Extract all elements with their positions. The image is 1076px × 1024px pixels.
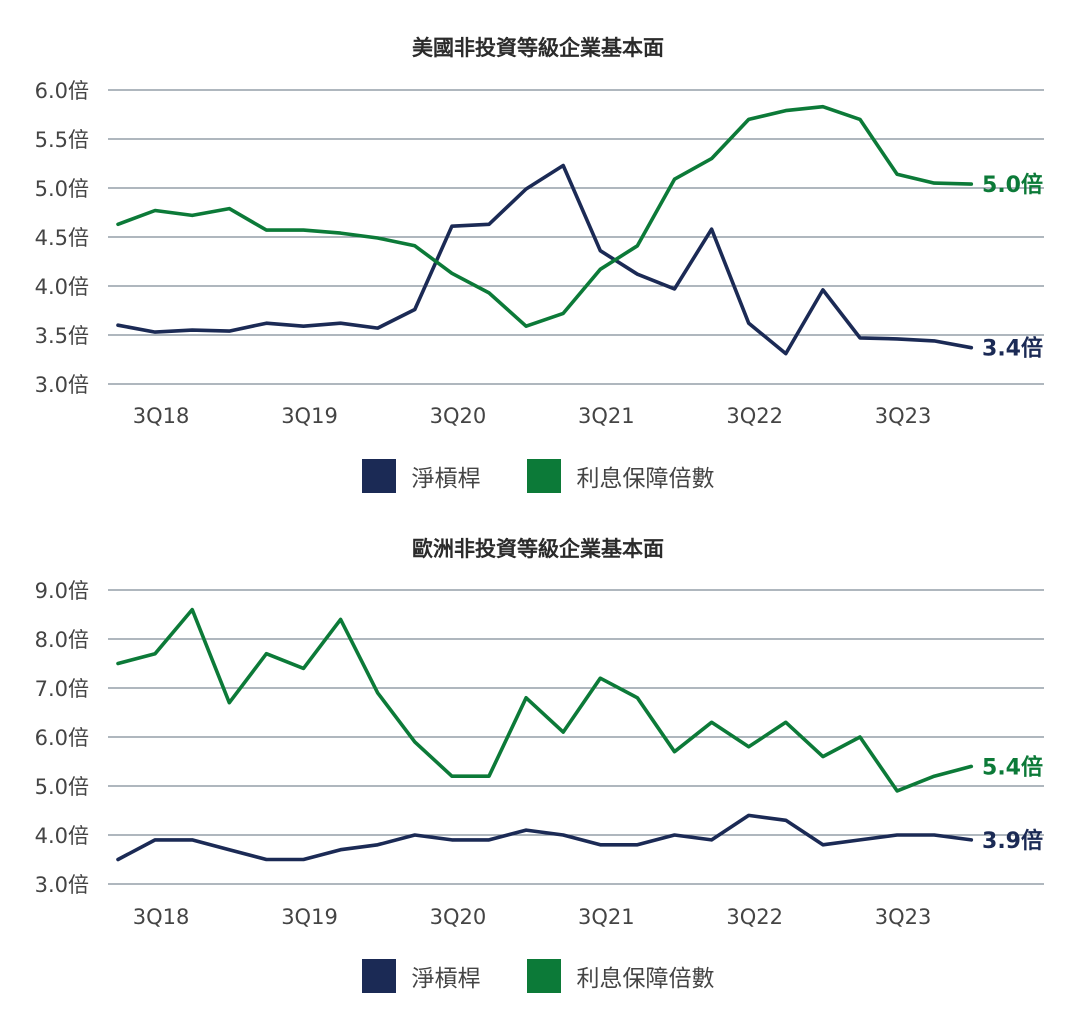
y-tick-label: 7.0倍 — [35, 677, 89, 701]
europe-chart: 歐洲非投資等級企業基本面 3.0倍 4.0倍 5.0倍 6.0倍 7.0倍 8.0倍 9.0… — [0, 510, 1076, 1024]
coverage-line — [116, 104, 974, 329]
leverage-end-label: 3.4倍 — [982, 336, 1043, 362]
y-tick-label: 5.0倍 — [35, 775, 89, 799]
y-tick-label: 8.0倍 — [35, 628, 89, 652]
y-tick-label: 4.5倍 — [35, 226, 89, 250]
x-tick-label: 3Q19 — [281, 404, 338, 428]
coverage-line — [116, 607, 974, 793]
leverage-line — [116, 163, 974, 356]
x-tick-label: 3Q20 — [430, 905, 487, 929]
y-tick-label: 9.0倍 — [35, 579, 89, 603]
x-tick-label: 3Q23 — [875, 404, 932, 428]
legend-label-coverage: 利息保障倍數 — [576, 966, 715, 992]
y-tick-label: 6.0倍 — [35, 79, 89, 103]
x-tick-label: 3Q22 — [726, 404, 783, 428]
x-tick-label: 3Q21 — [578, 905, 635, 929]
leverage-line — [116, 813, 974, 862]
legend-item-coverage: 利息保障倍數 — [526, 459, 715, 493]
legend-label-leverage: 淨槓桿 — [411, 966, 481, 992]
leverage-end-label: 3.9倍 — [982, 828, 1043, 854]
legend-swatch-leverage — [361, 459, 396, 493]
legend-item-leverage: 淨槓桿 — [361, 959, 481, 993]
x-tick-label: 3Q18 — [133, 404, 190, 428]
europe-chart-title: 歐洲非投資等級企業基本面 — [412, 537, 664, 561]
us-chart: 美國非投資等級企業基本面 3.0倍 3.5倍 4.0倍 4.5倍 5.0倍 5.5倍 6.0… — [0, 0, 1076, 510]
x-tick-label: 3Q18 — [133, 905, 190, 929]
legend-label-coverage: 利息保障倍數 — [576, 466, 715, 492]
y-tick-label: 4.0倍 — [35, 824, 89, 848]
x-tick-label: 3Q22 — [726, 905, 783, 929]
legend-item-coverage: 利息保障倍數 — [526, 959, 715, 993]
y-tick-label: 3.0倍 — [35, 373, 89, 397]
y-tick-label: 6.0倍 — [35, 726, 89, 750]
us-chart-title: 美國非投資等級企業基本面 — [412, 36, 664, 60]
x-tick-label: 3Q21 — [578, 404, 635, 428]
coverage-end-label: 5.0倍 — [982, 172, 1043, 198]
coverage-end-label: 5.4倍 — [982, 754, 1043, 780]
us-chart-plot: 3.0倍 3.5倍 4.0倍 4.5倍 5.0倍 5.5倍 6.0倍 3Q18 3Q19 3Q20… — [35, 79, 1044, 428]
legend-item-leverage: 淨槓桿 — [361, 459, 481, 493]
y-tick-label: 4.0倍 — [35, 275, 89, 299]
y-tick-label: 3.0倍 — [35, 873, 89, 897]
legend-swatch-coverage — [526, 959, 561, 993]
x-tick-label: 3Q23 — [875, 905, 932, 929]
y-tick-label: 5.5倍 — [35, 128, 89, 152]
europe-legend: 淨槓桿 利息保障倍數 — [0, 959, 1076, 993]
europe-chart-plot: 3.0倍 4.0倍 5.0倍 6.0倍 7.0倍 8.0倍 9.0倍 3Q18 3Q19 3Q20… — [35, 579, 1044, 929]
y-tick-label: 3.5倍 — [35, 324, 89, 348]
us-legend: 淨槓桿 利息保障倍數 — [0, 459, 1076, 493]
legend-label-leverage: 淨槓桿 — [411, 466, 481, 492]
x-tick-label: 3Q20 — [430, 404, 487, 428]
y-tick-label: 5.0倍 — [35, 177, 89, 201]
x-tick-label: 3Q19 — [281, 905, 338, 929]
legend-swatch-coverage — [526, 459, 561, 493]
legend-swatch-leverage — [361, 959, 396, 993]
